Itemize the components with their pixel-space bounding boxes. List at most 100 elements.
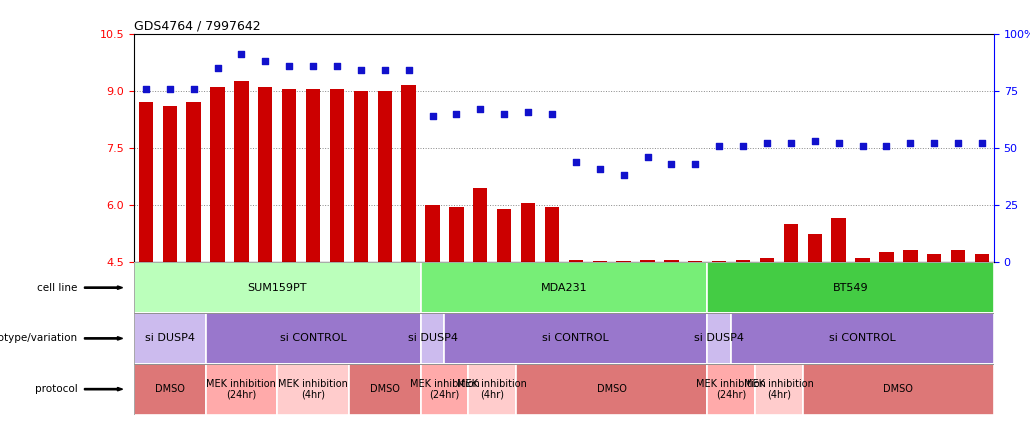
Bar: [210, 87, 225, 262]
Point: [854, 143, 870, 149]
Bar: [755, 364, 802, 415]
Bar: [731, 313, 994, 364]
Bar: [808, 233, 822, 262]
Text: MEK inhibition
(24hr): MEK inhibition (24hr): [206, 379, 276, 400]
Point: [424, 113, 441, 119]
Point: [830, 140, 847, 147]
Point: [401, 67, 417, 74]
Bar: [425, 205, 440, 262]
Point: [783, 140, 799, 147]
Bar: [951, 250, 965, 262]
Point: [472, 106, 488, 113]
Bar: [134, 262, 994, 313]
Bar: [469, 364, 516, 415]
Text: MDA231: MDA231: [541, 283, 587, 293]
Text: si DUSP4: si DUSP4: [145, 333, 195, 343]
Point: [544, 110, 560, 117]
Text: GDS4764 / 7997642: GDS4764 / 7997642: [134, 20, 261, 33]
Text: MEK inhibition
(24hr): MEK inhibition (24hr): [696, 379, 766, 400]
Bar: [330, 89, 344, 262]
Point: [663, 161, 680, 168]
Bar: [349, 364, 420, 415]
Text: MEK inhibition
(4hr): MEK inhibition (4hr): [744, 379, 814, 400]
Bar: [134, 262, 420, 313]
Bar: [497, 209, 511, 262]
Point: [377, 67, 393, 74]
Text: si CONTROL: si CONTROL: [280, 333, 346, 343]
Text: si CONTROL: si CONTROL: [543, 333, 610, 343]
Bar: [206, 313, 420, 364]
Bar: [708, 364, 755, 415]
Bar: [592, 261, 607, 262]
Point: [640, 154, 656, 161]
Point: [448, 110, 465, 117]
Bar: [134, 364, 206, 415]
Bar: [880, 252, 894, 262]
Bar: [664, 260, 679, 262]
Bar: [206, 364, 277, 415]
Point: [711, 143, 727, 149]
Text: si CONTROL: si CONTROL: [829, 333, 896, 343]
Point: [258, 58, 274, 65]
Text: si DUSP4: si DUSP4: [694, 333, 745, 343]
Point: [615, 172, 631, 179]
Bar: [688, 261, 702, 262]
Point: [687, 161, 703, 168]
Point: [209, 65, 226, 71]
Bar: [802, 364, 994, 415]
Text: MEK inhibition
(4hr): MEK inhibition (4hr): [278, 379, 348, 400]
Bar: [855, 258, 869, 262]
Point: [950, 140, 966, 147]
Bar: [353, 91, 368, 262]
Point: [759, 140, 776, 147]
Bar: [760, 258, 775, 262]
Text: MEK inhibition
(24hr): MEK inhibition (24hr): [410, 379, 479, 400]
Bar: [420, 364, 469, 415]
Bar: [708, 262, 994, 313]
Bar: [712, 261, 726, 262]
Bar: [903, 250, 918, 262]
Bar: [234, 81, 248, 262]
Point: [973, 140, 990, 147]
Text: DMSO: DMSO: [884, 384, 914, 394]
Point: [352, 67, 369, 74]
Bar: [186, 102, 201, 262]
Bar: [521, 203, 536, 262]
Bar: [277, 364, 349, 415]
Bar: [784, 224, 798, 262]
Bar: [927, 254, 941, 262]
Bar: [708, 313, 731, 364]
Bar: [516, 364, 708, 415]
Point: [806, 138, 823, 145]
Point: [902, 140, 919, 147]
Point: [305, 63, 321, 69]
Point: [926, 140, 942, 147]
Text: SUM159PT: SUM159PT: [247, 283, 307, 293]
Bar: [617, 261, 630, 262]
Bar: [134, 313, 994, 364]
Bar: [259, 87, 273, 262]
Point: [329, 63, 345, 69]
Bar: [569, 261, 583, 262]
Text: protocol: protocol: [34, 384, 77, 394]
Bar: [402, 85, 416, 262]
Text: genotype/variation: genotype/variation: [0, 333, 77, 343]
Bar: [378, 91, 391, 262]
Point: [496, 110, 513, 117]
Text: DMSO: DMSO: [154, 384, 184, 394]
Bar: [449, 207, 464, 262]
Bar: [445, 313, 708, 364]
Point: [568, 158, 584, 165]
Point: [185, 85, 202, 92]
Bar: [134, 313, 206, 364]
Point: [138, 85, 154, 92]
Text: MEK inhibition
(4hr): MEK inhibition (4hr): [457, 379, 527, 400]
Bar: [420, 262, 708, 313]
Bar: [139, 102, 153, 262]
Text: DMSO: DMSO: [596, 384, 626, 394]
Bar: [420, 313, 445, 364]
Bar: [545, 207, 559, 262]
Point: [281, 63, 298, 69]
Bar: [134, 364, 994, 415]
Point: [233, 51, 249, 58]
